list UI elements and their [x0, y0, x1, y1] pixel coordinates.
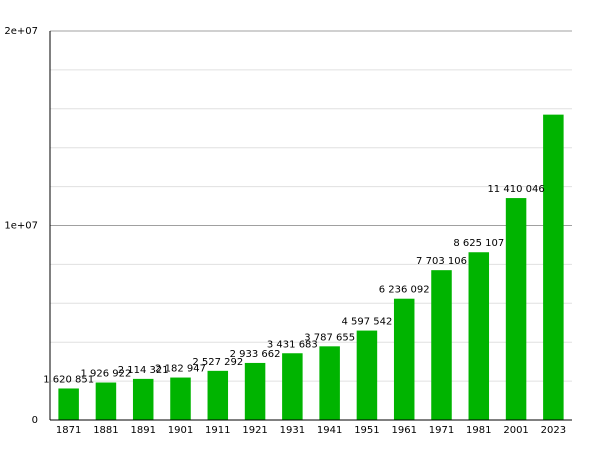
- bar-1901: [170, 377, 191, 420]
- data-label-1881: 1 926 922: [80, 369, 131, 380]
- x-tick-label: 1871: [56, 425, 81, 436]
- data-label-1951: 4 597 542: [341, 317, 392, 328]
- x-tick-label: 1951: [354, 425, 379, 436]
- x-tick-label: 1921: [242, 425, 267, 436]
- x-tick-label: 1901: [168, 425, 193, 436]
- bars: [58, 114, 564, 420]
- bar-1881: [95, 382, 117, 420]
- x-tick-label: 1931: [280, 425, 305, 436]
- x-tick-label: 1941: [317, 425, 342, 436]
- bar-1891: [132, 378, 154, 420]
- data-label-1901: 2 182 947: [155, 364, 206, 375]
- bar-1941: [319, 346, 340, 420]
- bar-1931: [282, 353, 303, 420]
- data-label-1911: 2 527 292: [192, 357, 243, 368]
- bar-1871: [58, 388, 79, 420]
- y-tick-label: 2e+07: [4, 26, 38, 37]
- bar-2001: [505, 198, 527, 420]
- y-tick-label: 0: [32, 415, 38, 426]
- x-tick-label: 1981: [466, 425, 491, 436]
- data-label-1971: 7 703 106: [416, 256, 467, 267]
- grid-lines: [50, 30, 572, 382]
- data-label-1891: 2 114 321: [118, 365, 169, 376]
- x-tick-label: 1891: [130, 425, 155, 436]
- x-tick-label: 2001: [503, 425, 528, 436]
- x-tick-label: 2023: [541, 425, 566, 436]
- bar-1921: [244, 362, 266, 420]
- x-tick-label: 1961: [391, 425, 416, 436]
- bar-1981: [468, 252, 490, 420]
- data-label-1871: 1 620 851: [43, 374, 94, 385]
- data-label-1941: 3 787 655: [304, 332, 355, 343]
- data-label-2001: 11 410 046: [487, 184, 544, 195]
- data-label-1981: 8 625 107: [453, 238, 504, 249]
- bar-1951: [356, 330, 378, 420]
- data-label-1931: 3 431 683: [267, 339, 318, 350]
- x-tick-label: 1971: [429, 425, 454, 436]
- y-tick-labels: 0 1e+07 2e+07: [4, 26, 38, 426]
- bar-1971: [431, 270, 452, 420]
- x-tick-label: 1881: [93, 425, 118, 436]
- bar-1961: [393, 298, 415, 420]
- y-tick-label: 1e+07: [4, 221, 38, 232]
- data-label-1921: 2 933 662: [230, 349, 281, 360]
- bar-2023: [543, 114, 564, 420]
- axes: [49, 31, 572, 421]
- bar-1911: [207, 370, 229, 420]
- x-tick-label: 1911: [205, 425, 230, 436]
- data-label-1961: 6 236 092: [379, 285, 430, 296]
- x-tick-labels: 1871 1881 1891 1901 1911 1921 1931 1941 1951 1961…: [56, 425, 566, 436]
